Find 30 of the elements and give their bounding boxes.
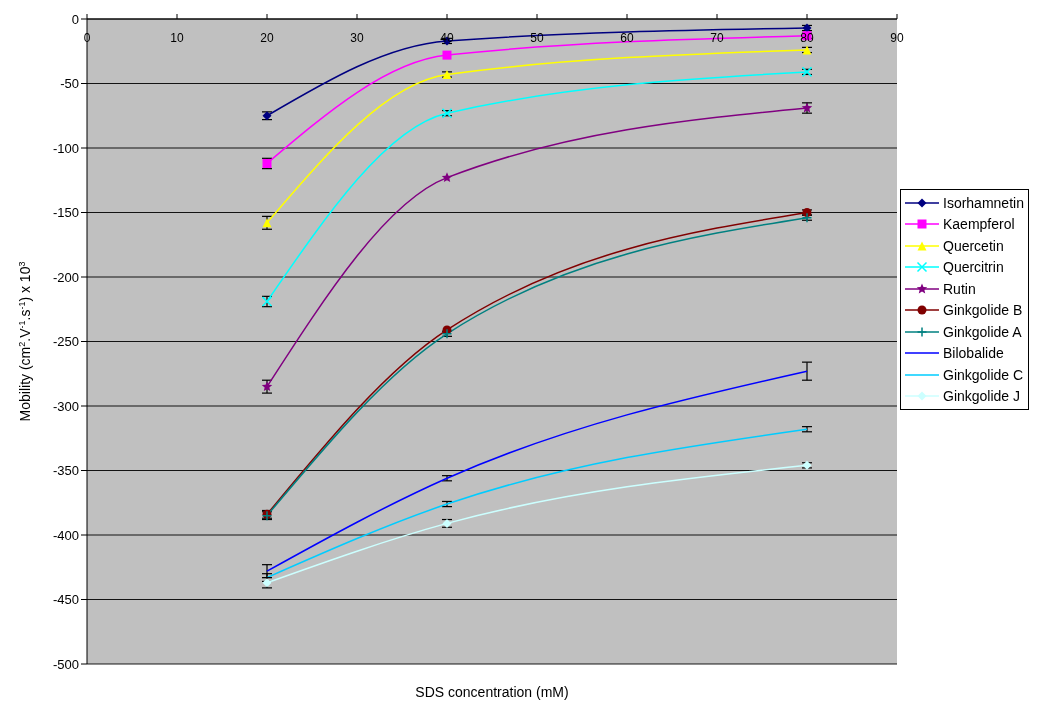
legend-label: Ginkgolide C (943, 366, 1024, 383)
y-tick-label: -450 (52, 592, 79, 608)
legend-label: Quercitrin (943, 259, 1004, 276)
x-tick-label: 90 (890, 31, 904, 45)
y-tick-label: -400 (52, 527, 79, 543)
y-tick-label: -100 (52, 140, 79, 156)
y-tick-label: -150 (52, 205, 79, 221)
point (441, 172, 453, 183)
y-tick-label: 0 (71, 11, 79, 27)
y-tick-label: -500 (52, 656, 79, 672)
y-tick-label: -250 (52, 334, 79, 350)
y-tick-label: -50 (60, 76, 79, 92)
x-axis-title: SDS concentration (mM) (414, 684, 570, 700)
legend-label: Ginkgolide J (943, 388, 1021, 405)
x-tick-label: 10 (170, 31, 184, 45)
legend-label: Rutin (943, 280, 976, 297)
legend-label: Bilobalide (943, 345, 1004, 362)
y-tick-label: -200 (52, 269, 79, 285)
point (442, 50, 452, 60)
x-tick-label: 80 (800, 31, 814, 45)
legend-label: Quercetin (943, 237, 1004, 254)
legend-label: Ginkgolide B (943, 302, 1023, 319)
x-tick-label: 20 (260, 31, 274, 45)
legend-label: Isorhamnetin (943, 194, 1024, 211)
x-tick-label: 30 (350, 31, 364, 45)
y-tick-label: -350 (52, 463, 79, 479)
y-tick-label: -300 (52, 398, 79, 414)
legend-label: Ginkgolide A (943, 323, 1022, 340)
legend-label: Kaempferol (943, 216, 1015, 233)
x-tick-label: 0 (83, 31, 91, 45)
